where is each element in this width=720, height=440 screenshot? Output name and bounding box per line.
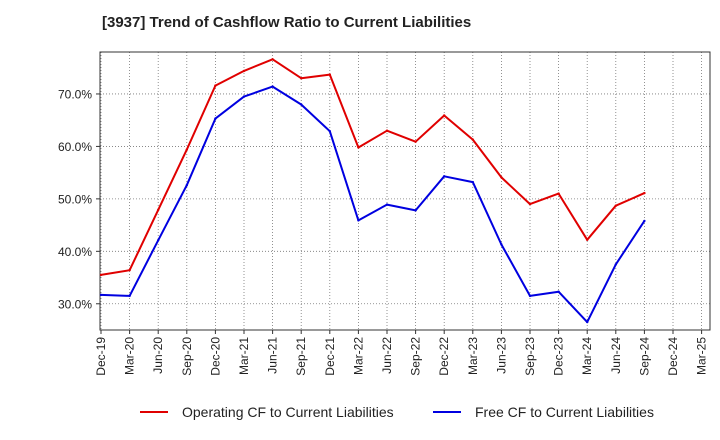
series-line-0 bbox=[100, 58, 645, 276]
x-tick-label: Dec-20 bbox=[208, 337, 222, 376]
data-point bbox=[328, 130, 331, 133]
x-tick-label: Dec-21 bbox=[323, 337, 337, 376]
data-point bbox=[357, 219, 360, 222]
data-point bbox=[614, 263, 617, 266]
x-tick-label: Jun-20 bbox=[151, 337, 165, 374]
data-point bbox=[128, 294, 131, 298]
legend-label-operating-cf: Operating CF to Current Liabilities bbox=[182, 404, 394, 420]
data-point bbox=[242, 95, 246, 98]
data-point bbox=[557, 290, 560, 293]
data-point bbox=[500, 243, 503, 246]
x-tick-label: Sep-23 bbox=[523, 337, 537, 376]
data-point bbox=[128, 269, 131, 272]
x-tick-label: Dec-24 bbox=[666, 337, 680, 376]
x-tick-label: Jun-22 bbox=[380, 337, 394, 374]
data-point bbox=[414, 140, 417, 143]
x-tick-label: Jun-24 bbox=[609, 337, 623, 374]
x-tick-label: Sep-22 bbox=[409, 337, 423, 376]
x-tick-label: Dec-22 bbox=[437, 337, 451, 376]
legend-swatch-operating-cf bbox=[140, 411, 168, 413]
data-point bbox=[614, 204, 617, 207]
data-point bbox=[586, 238, 589, 241]
data-point bbox=[328, 73, 331, 76]
x-tick-label: Sep-24 bbox=[637, 337, 651, 376]
legend-swatch-free-cf bbox=[433, 411, 461, 413]
data-point bbox=[300, 103, 303, 106]
x-tick-label: Dec-23 bbox=[552, 337, 566, 376]
x-tick-label: Sep-20 bbox=[180, 337, 194, 376]
data-point bbox=[528, 294, 532, 298]
data-point bbox=[385, 203, 389, 206]
data-point bbox=[99, 293, 103, 297]
data-point bbox=[471, 180, 474, 184]
data-point bbox=[443, 175, 446, 178]
plot-area bbox=[99, 51, 711, 331]
data-point bbox=[557, 192, 560, 195]
data-point bbox=[443, 114, 446, 117]
x-tick-label: Dec-19 bbox=[94, 337, 108, 376]
legend-label-free-cf: Free CF to Current Liabilities bbox=[475, 404, 654, 420]
x-tick-label: Jun-23 bbox=[494, 337, 508, 374]
data-point bbox=[242, 69, 246, 73]
data-point bbox=[157, 208, 160, 212]
data-point bbox=[271, 58, 274, 61]
series-line-1 bbox=[100, 85, 646, 324]
x-tick-label: Mar-21 bbox=[237, 337, 251, 375]
x-tick-label: Mar-24 bbox=[580, 337, 594, 375]
legend-item-operating-cf: Operating CF to Current Liabilities bbox=[140, 404, 394, 420]
data-point bbox=[414, 209, 417, 212]
x-tick-label: Mar-23 bbox=[466, 337, 480, 375]
x-tick-label: Mar-22 bbox=[351, 337, 365, 375]
data-point bbox=[157, 239, 160, 242]
x-tick-label: Mar-20 bbox=[123, 337, 137, 375]
data-point bbox=[586, 320, 589, 324]
y-tick-label: 60.0% bbox=[58, 140, 92, 154]
data-point bbox=[471, 138, 474, 141]
data-point bbox=[643, 191, 646, 195]
chart-title: [3937] Trend of Cashflow Ratio to Curren… bbox=[102, 14, 472, 31]
y-tick-label: 70.0% bbox=[58, 87, 92, 101]
x-tick-label: Mar-25 bbox=[695, 337, 709, 375]
data-point bbox=[271, 85, 274, 88]
chart-legend: Operating CF to Current Liabilities Free… bbox=[0, 404, 720, 426]
x-tick-label: Sep-21 bbox=[294, 337, 308, 376]
data-point bbox=[214, 84, 217, 87]
data-point bbox=[300, 77, 303, 80]
y-tick-label: 30.0% bbox=[58, 297, 92, 311]
y-tick-label: 40.0% bbox=[58, 245, 92, 259]
data-point bbox=[643, 219, 646, 223]
data-point bbox=[214, 117, 217, 120]
data-point bbox=[528, 202, 532, 206]
y-tick-label: 50.0% bbox=[58, 192, 92, 206]
legend-item-free-cf: Free CF to Current Liabilities bbox=[433, 404, 654, 420]
data-point bbox=[500, 176, 503, 179]
data-point bbox=[185, 184, 188, 187]
data-point bbox=[99, 273, 103, 277]
data-point bbox=[385, 129, 389, 132]
data-point bbox=[185, 148, 188, 151]
x-tick-label: Jun-21 bbox=[266, 337, 280, 374]
data-point bbox=[357, 146, 360, 149]
